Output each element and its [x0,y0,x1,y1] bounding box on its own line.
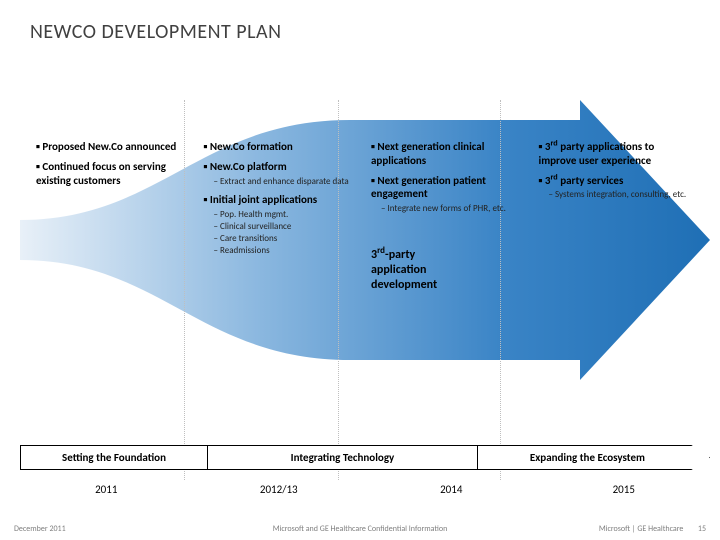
column-item: ▪ Proposed New.Co announced [36,140,192,154]
column-3: ▪ Next generation clinical applications ▪… [365,140,533,299]
item-sub: – Extract and enhance disparate data [214,176,360,187]
column-1: ▪ Proposed New.Co announced ▪ Continued f… [30,140,198,299]
footer-center: Microsoft and GE Healthcare Confidential… [14,524,706,534]
phase-1: Setting the Foundation [20,445,208,470]
year-row: 2011 2012/13 2014 2015 [20,483,710,496]
column-item: 3rd-party application development [371,248,527,293]
item-main: ▪ New.Co platform [204,160,360,174]
item-sub: – Clinical surveillance [214,221,360,232]
column-item: ▪ Next generation patient engagement– In… [371,174,527,215]
item-main: ▪ Proposed New.Co announced [36,140,192,154]
column-item: ▪ New.Co formation [204,140,360,154]
item-sub: – Integrate new forms of PHR, etc. [381,203,527,214]
item-sub: – Care transitions [214,233,360,244]
item-sub: – Pop. Health mgmt. [214,209,360,220]
columns-container: ▪ Proposed New.Co announced ▪ Continued f… [30,140,700,299]
item-main: ▪ 3rd party applications to improve user… [539,140,695,168]
year-4: 2015 [538,483,711,496]
column-item: ▪ 3rd party applications to improve user… [539,140,695,168]
column-item: ▪ New.Co platform – Extract and enhance d… [204,160,360,187]
column-4: ▪ 3rd party applications to improve user… [533,140,701,299]
item-main: 3rd-party application development [371,248,527,293]
item-sub: – Readmissions [214,245,360,256]
item-sub: – Systems integration, consulting, etc. [549,189,695,200]
column-item: ▪ Next generation clinical applications [371,140,527,168]
phase-2: Integrating Technology [207,445,478,470]
phase-row: Setting the Foundation Integrating Techn… [20,445,710,470]
phase-3: Expanding the Ecosystem [477,445,710,470]
column-item: ▪ 3rd party services– Systems integratio… [539,174,695,201]
item-main: ▪ Continued focus on serving existing cu… [36,160,192,188]
item-main: ▪ Next generation clinical applications [371,140,527,168]
item-main: ▪ Initial joint applications [204,193,360,207]
year-1: 2011 [20,483,193,496]
item-main: ▪ New.Co formation [204,140,360,154]
slide: NEWCO DEVELOPMENT PLAN ▪ Proposed New.Co… [0,0,720,540]
column-item: ▪ Continued focus on serving existing cu… [36,160,192,188]
item-main: ▪ Next generation patient engagement [371,174,527,202]
column-item: ▪ Initial joint applications – Pop. Healt… [204,193,360,257]
footer: December 2011 Microsoft and GE Healthcar… [14,524,706,534]
year-3: 2014 [365,483,538,496]
page-title: NEWCO DEVELOPMENT PLAN [30,20,282,44]
column-2: ▪ New.Co formation ▪ New.Co platform – Ext… [198,140,366,299]
year-2: 2012/13 [193,483,366,496]
item-main: ▪ 3rd party services [539,174,695,188]
